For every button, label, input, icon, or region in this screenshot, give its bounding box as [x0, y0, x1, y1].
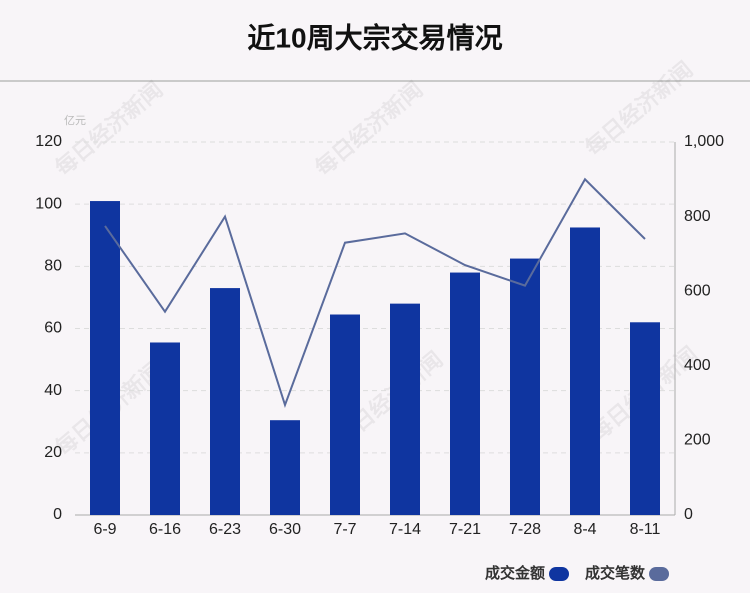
legend-label: 成交笔数 — [585, 564, 646, 582]
y2-tick-label: 1,000 — [684, 133, 724, 150]
y2-tick-label: 200 — [684, 432, 711, 449]
x-tick-label: 7-21 — [449, 521, 481, 538]
bar — [210, 288, 240, 515]
y-tick-label: 80 — [44, 258, 62, 275]
bar — [390, 303, 420, 515]
y-unit: 亿元 — [64, 114, 86, 127]
y-tick-label: 0 — [53, 506, 62, 523]
x-tick-label: 6-23 — [209, 521, 241, 538]
bar — [90, 201, 120, 515]
line — [104, 177, 646, 409]
x-tick-label: 8-4 — [573, 521, 596, 538]
y2-tick-label: 600 — [684, 282, 711, 299]
bar — [510, 258, 540, 515]
x-tick-label: 6-9 — [93, 521, 116, 538]
y2-tick-label: 800 — [684, 208, 711, 225]
bar — [270, 420, 300, 515]
x-tick-label: 7-14 — [389, 521, 421, 538]
x-tick-label: 6-30 — [269, 521, 301, 538]
y-tick-label: 20 — [44, 444, 62, 461]
y-tick-label: 40 — [44, 382, 62, 399]
x-tick-label: 7-28 — [509, 521, 541, 538]
watermark: 每日经济新闻 — [310, 77, 427, 181]
bar — [450, 272, 480, 515]
y2-tick-label: 400 — [684, 357, 711, 374]
bar — [630, 322, 660, 515]
bar — [330, 314, 360, 515]
y-tick-label: 100 — [35, 195, 62, 212]
x-tick-label: 7-7 — [333, 521, 356, 538]
legend-label: 成交金额 — [485, 564, 545, 582]
y2-tick-label: 0 — [684, 506, 693, 523]
bar — [570, 227, 600, 515]
y-tick-label: 60 — [44, 320, 62, 337]
legend-swatch — [549, 567, 570, 581]
watermark: 每日经济新闻 — [50, 77, 167, 181]
watermark: 每日经济新闻 — [580, 57, 697, 161]
bar — [150, 342, 180, 515]
y-tick-label: 120 — [35, 133, 62, 150]
x-tick-label: 6-16 — [149, 521, 181, 538]
legend-swatch — [649, 567, 670, 581]
x-tick-label: 8-11 — [630, 521, 661, 538]
chart-title: 近10周大宗交易情况 — [247, 21, 502, 53]
